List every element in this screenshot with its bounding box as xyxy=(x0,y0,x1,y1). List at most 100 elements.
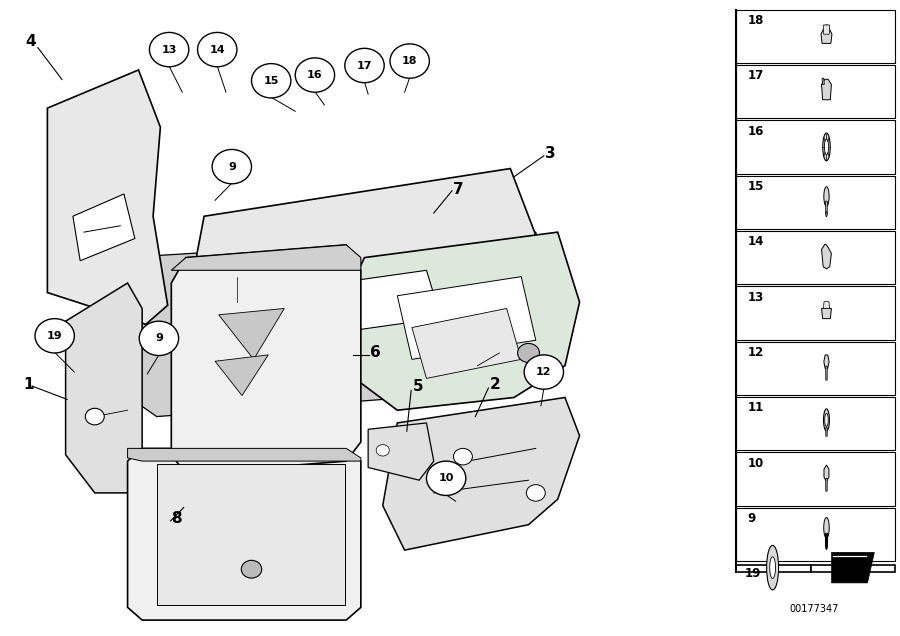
Bar xyxy=(736,231,895,284)
Text: 9: 9 xyxy=(155,333,163,343)
Circle shape xyxy=(212,149,251,184)
Polygon shape xyxy=(197,169,536,363)
Text: 7: 7 xyxy=(454,182,464,197)
Circle shape xyxy=(376,445,390,456)
Circle shape xyxy=(770,557,776,579)
Polygon shape xyxy=(171,245,361,474)
Circle shape xyxy=(454,448,473,465)
Text: 8: 8 xyxy=(171,511,182,526)
Circle shape xyxy=(524,355,563,389)
Text: 5: 5 xyxy=(412,379,423,394)
Circle shape xyxy=(427,461,466,495)
Polygon shape xyxy=(368,423,434,480)
Circle shape xyxy=(140,321,178,356)
Bar xyxy=(736,120,895,174)
Text: 6: 6 xyxy=(370,345,381,361)
Polygon shape xyxy=(832,552,875,583)
Circle shape xyxy=(824,139,829,155)
Text: 3: 3 xyxy=(545,146,556,162)
Text: 13: 13 xyxy=(748,291,764,303)
Polygon shape xyxy=(128,448,361,461)
Polygon shape xyxy=(73,194,135,261)
Text: 14: 14 xyxy=(210,45,225,55)
Polygon shape xyxy=(825,201,827,214)
Polygon shape xyxy=(292,270,441,337)
Text: 2: 2 xyxy=(490,377,500,392)
Bar xyxy=(811,565,895,572)
Polygon shape xyxy=(171,245,361,270)
Polygon shape xyxy=(824,465,829,481)
Bar xyxy=(736,286,895,340)
Circle shape xyxy=(390,44,429,78)
Circle shape xyxy=(345,48,384,83)
Polygon shape xyxy=(412,308,521,378)
Circle shape xyxy=(824,187,829,206)
Polygon shape xyxy=(128,448,361,620)
Bar xyxy=(736,508,895,561)
Bar xyxy=(736,565,811,572)
Bar xyxy=(736,397,895,450)
Bar xyxy=(736,342,895,395)
Text: 12: 12 xyxy=(748,346,764,359)
Polygon shape xyxy=(824,25,830,34)
Circle shape xyxy=(767,545,778,590)
Polygon shape xyxy=(824,301,830,308)
Circle shape xyxy=(823,133,830,161)
Text: 9: 9 xyxy=(228,162,236,172)
Text: 16: 16 xyxy=(748,125,764,137)
Text: 17: 17 xyxy=(356,60,373,71)
Text: 10: 10 xyxy=(438,473,454,483)
Circle shape xyxy=(35,319,75,353)
Circle shape xyxy=(825,543,827,550)
Circle shape xyxy=(295,58,335,92)
Bar xyxy=(736,176,895,229)
Text: 00177347: 00177347 xyxy=(790,604,839,614)
Circle shape xyxy=(526,485,545,501)
Circle shape xyxy=(198,32,237,67)
Circle shape xyxy=(241,560,262,578)
Polygon shape xyxy=(222,277,251,308)
Text: 14: 14 xyxy=(748,235,764,248)
Text: 12: 12 xyxy=(536,367,552,377)
Polygon shape xyxy=(822,80,832,100)
Text: 9: 9 xyxy=(748,512,756,525)
Circle shape xyxy=(824,409,830,431)
Polygon shape xyxy=(825,427,827,436)
Polygon shape xyxy=(822,78,824,85)
Text: 17: 17 xyxy=(748,69,764,82)
Polygon shape xyxy=(821,25,832,43)
Circle shape xyxy=(149,32,189,67)
Polygon shape xyxy=(66,283,142,493)
Text: 16: 16 xyxy=(307,70,323,80)
Polygon shape xyxy=(346,232,580,410)
Circle shape xyxy=(824,518,829,538)
Polygon shape xyxy=(825,478,827,491)
Bar xyxy=(157,464,345,605)
Text: 1: 1 xyxy=(23,377,34,392)
Circle shape xyxy=(824,413,828,426)
Text: 15: 15 xyxy=(264,76,279,86)
Text: 10: 10 xyxy=(748,457,764,469)
Text: 4: 4 xyxy=(25,34,36,49)
Circle shape xyxy=(826,211,827,217)
Bar xyxy=(736,10,895,63)
Text: 15: 15 xyxy=(748,180,764,193)
Polygon shape xyxy=(113,232,551,417)
Polygon shape xyxy=(215,355,268,396)
Bar xyxy=(736,452,895,506)
Text: 18: 18 xyxy=(402,56,418,66)
Polygon shape xyxy=(824,355,829,368)
Polygon shape xyxy=(825,366,827,380)
Circle shape xyxy=(251,64,291,98)
Text: 19: 19 xyxy=(47,331,62,341)
Text: 18: 18 xyxy=(748,14,764,27)
Text: 19: 19 xyxy=(744,567,760,580)
Circle shape xyxy=(518,343,539,363)
Polygon shape xyxy=(219,308,284,359)
Polygon shape xyxy=(382,398,580,550)
Bar xyxy=(736,65,895,118)
Polygon shape xyxy=(822,308,832,319)
Circle shape xyxy=(86,408,104,425)
Text: 13: 13 xyxy=(161,45,176,55)
Polygon shape xyxy=(48,70,167,324)
